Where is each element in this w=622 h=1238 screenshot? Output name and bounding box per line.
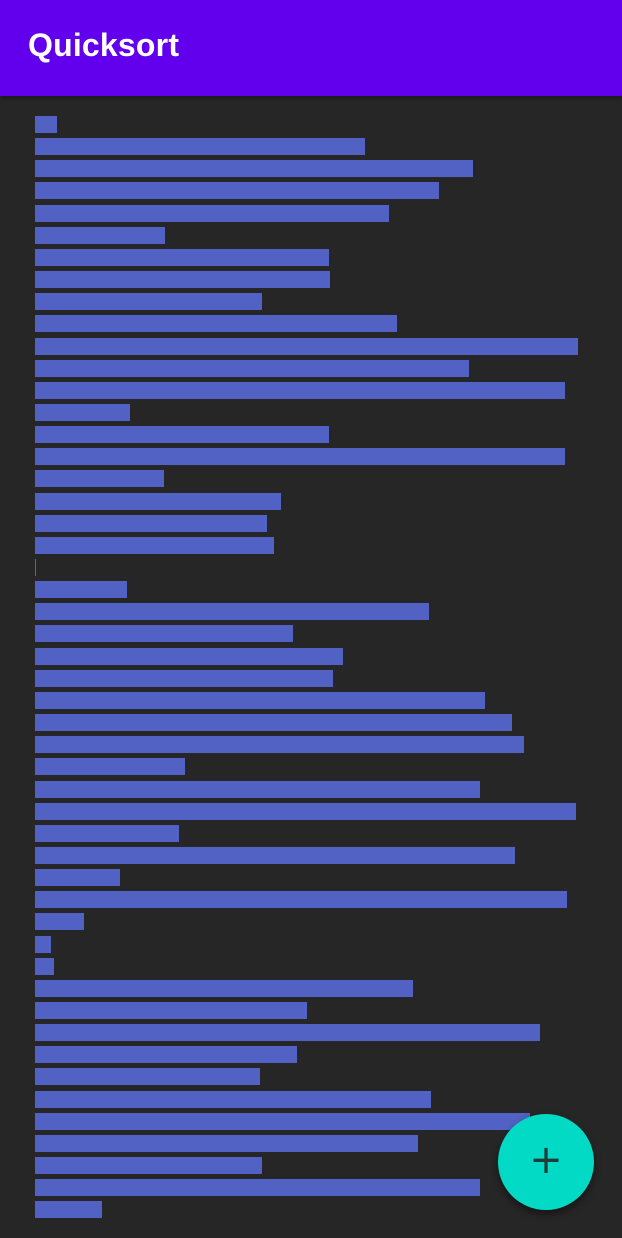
sort-bar (35, 249, 329, 266)
sort-bar (35, 1068, 260, 1085)
sort-bar (35, 692, 485, 709)
sort-bar (35, 1113, 530, 1130)
sort-bar (35, 515, 267, 532)
sort-bar (35, 1201, 102, 1218)
sort-bar (35, 803, 576, 820)
sort-bar (35, 825, 179, 842)
add-icon: + (529, 1137, 563, 1183)
sort-bar (35, 847, 515, 864)
sort-bar (35, 360, 469, 377)
sort-bar (35, 1002, 307, 1019)
sort-bar (35, 603, 429, 620)
sort-bar (35, 869, 120, 886)
sort-bar (35, 1091, 431, 1108)
sort-bar (35, 936, 51, 953)
sort-bar (35, 648, 343, 665)
sort-bar (35, 980, 413, 997)
sort-bar (35, 1157, 262, 1174)
sort-bar (35, 537, 274, 554)
sort-bar (35, 913, 84, 930)
add-button[interactable]: + (498, 1114, 594, 1210)
sort-bar (35, 1179, 480, 1196)
sort-bar (35, 426, 329, 443)
app-bar: Quicksort (0, 0, 622, 96)
sort-bar (35, 182, 439, 199)
sort-bar (35, 404, 130, 421)
sort-bar (35, 227, 165, 244)
sort-bar (35, 293, 262, 310)
app-title: Quicksort (28, 26, 180, 63)
sort-bar (35, 781, 480, 798)
sort-bar (35, 205, 389, 222)
sort-bar (35, 736, 524, 753)
sort-bar (35, 625, 293, 642)
sort-bar (35, 1024, 540, 1041)
sort-bar (35, 758, 185, 775)
sort-bar (35, 581, 127, 598)
sort-bar (35, 116, 57, 133)
sort-bar (35, 382, 565, 399)
sort-bar (35, 493, 281, 510)
sort-bar (35, 138, 365, 155)
bar-list (35, 116, 585, 1226)
sort-bar (35, 891, 567, 908)
sort-bar (35, 958, 54, 975)
sort-bar (35, 670, 333, 687)
sort-bar (35, 1046, 297, 1063)
sort-bar (35, 271, 330, 288)
sort-bar (35, 160, 473, 177)
sort-bar (35, 470, 164, 487)
sort-bar (35, 1135, 418, 1152)
sort-bar (35, 714, 512, 731)
sort-bar (35, 448, 565, 465)
sort-bar (35, 338, 578, 355)
sort-bar (35, 315, 397, 332)
sort-bar (35, 559, 36, 576)
